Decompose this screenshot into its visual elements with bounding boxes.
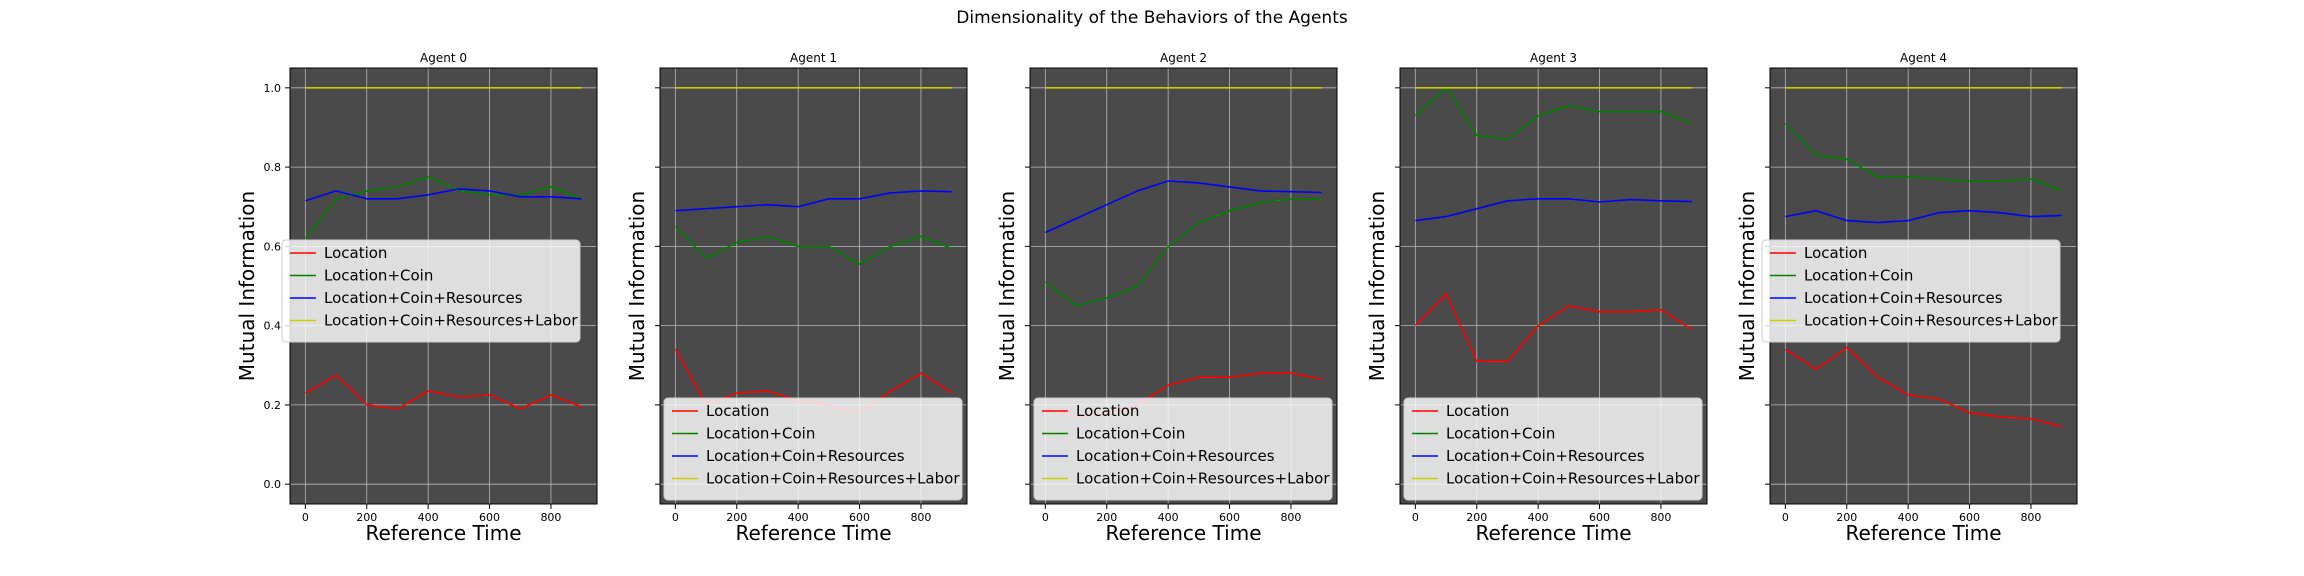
- legend-box: [281, 239, 581, 343]
- legend-label: Location: [706, 402, 769, 420]
- x-axis-label: Reference Time: [1845, 521, 2001, 545]
- axes-frame: [1399, 67, 1708, 505]
- y-axis-label: Mutual Information: [235, 191, 259, 381]
- legend-label: Location: [1804, 244, 1867, 262]
- legend-label: Location+Coin: [324, 267, 433, 285]
- series-line-2: [1415, 198, 1692, 222]
- y-tick-label: 0.6: [264, 240, 282, 253]
- series-line-0: [1784, 346, 2062, 428]
- legend-label: Location: [1076, 402, 1139, 420]
- y-tick-label: 1.0: [264, 82, 282, 95]
- series-line-0: [304, 374, 582, 410]
- panel-title: Agent 4: [1900, 51, 1947, 65]
- legend-box: [1761, 239, 2061, 343]
- figure-title: Dimensionality of the Behaviors of the A…: [956, 8, 1348, 28]
- x-tick-label: 800: [910, 511, 931, 524]
- series-line-1: [1044, 198, 1322, 307]
- legend: Location Location+Coin Location+Coin+Resou…: [663, 397, 963, 501]
- x-tick-label: 200: [356, 511, 377, 524]
- series-line-1: [674, 225, 952, 266]
- chart-panel-agent-3: 0 200 400 600 800 Agent 3 Reference Time Mutual…: [1365, 51, 1708, 545]
- x-tick-label: 800: [540, 511, 561, 524]
- legend-box: [1403, 397, 1703, 501]
- legend-box: [663, 397, 963, 501]
- x-tick-label: 800: [2020, 511, 2041, 524]
- x-axis-label: Reference Time: [735, 521, 891, 545]
- y-tick-label: 0.0: [264, 478, 282, 491]
- chart-panel-agent-0: 0 200 400 600 800 0.0 0.2 0.4 0.6 0.8 1.0 Agent 0 Re…: [235, 51, 598, 545]
- x-tick-label: 0: [672, 511, 679, 524]
- x-tick-label: 200: [726, 511, 747, 524]
- y-axis-label: Mutual Information: [995, 191, 1019, 381]
- legend-label: Location: [324, 244, 387, 262]
- x-tick-label: 600: [1959, 511, 1980, 524]
- x-tick-label: 0: [302, 511, 309, 524]
- legend: Location Location+Coin Location+Coin+Resou…: [281, 239, 581, 343]
- chart-panel-agent-1: 0 200 400 600 800 Agent 1 Reference Time Mutual…: [625, 51, 968, 545]
- legend-label: Location: [1446, 402, 1509, 420]
- x-tick-label: 200: [1466, 511, 1487, 524]
- legend-label: Location+Coin+Resources: [324, 289, 523, 307]
- panel-title: Agent 2: [1160, 51, 1207, 65]
- legend-box: [1033, 397, 1333, 501]
- series-line-2: [1044, 180, 1322, 234]
- x-tick-label: 0: [1782, 511, 1789, 524]
- legend-label: Location+Coin: [1076, 425, 1185, 443]
- x-tick-label: 600: [1589, 511, 1610, 524]
- legend-label: Location+Coin+Resources: [1446, 447, 1645, 465]
- x-tick-label: 600: [479, 511, 500, 524]
- legend-label: Location+Coin+Resources+Labor: [1446, 470, 1700, 488]
- axes-frame: [1029, 67, 1338, 505]
- panel-title: Agent 3: [1530, 51, 1577, 65]
- x-tick-label: 400: [788, 511, 809, 524]
- series-line-2: [305, 188, 582, 202]
- y-axis-label: Mutual Information: [1735, 191, 1759, 381]
- x-tick-label: 400: [1158, 511, 1179, 524]
- x-tick-label: 600: [1219, 511, 1240, 524]
- legend-label: Location+Coin+Resources: [1804, 289, 2003, 307]
- legend-label: Location+Coin+Resources: [706, 447, 905, 465]
- x-tick-label: 0: [1412, 511, 1419, 524]
- x-tick-label: 400: [418, 511, 439, 524]
- legend: Location Location+Coin Location+Coin+Resou…: [1033, 397, 1333, 501]
- y-tick-label: 0.2: [264, 399, 282, 412]
- legend-label: Location+Coin: [706, 425, 815, 443]
- x-axis-label: Reference Time: [1105, 521, 1261, 545]
- legend-label: Location+Coin+Resources+Labor: [324, 312, 578, 330]
- x-tick-label: 800: [1280, 511, 1301, 524]
- legend: Location Location+Coin Location+Coin+Resou…: [1761, 239, 2061, 343]
- series-line-2: [675, 190, 952, 212]
- x-tick-label: 200: [1836, 511, 1857, 524]
- series-line-1: [1784, 122, 2062, 192]
- series-line-2: [1785, 209, 2062, 224]
- x-axis-label: Reference Time: [365, 521, 521, 545]
- legend: Location Location+Coin Location+Coin+Resou…: [1403, 397, 1703, 501]
- x-tick-label: 400: [1528, 511, 1549, 524]
- x-axis-label: Reference Time: [1475, 521, 1631, 545]
- y-axis-label: Mutual Information: [625, 191, 649, 381]
- axes-frame: [659, 67, 968, 505]
- y-tick-label: 0.4: [264, 320, 282, 333]
- series-line-0: [1414, 292, 1693, 363]
- legend-label: Location+Coin: [1446, 425, 1555, 443]
- series-line-1: [1414, 86, 1692, 141]
- panel-title: Agent 1: [790, 51, 837, 65]
- x-tick-label: 800: [1650, 511, 1671, 524]
- legend-label: Location+Coin+Resources: [1076, 447, 1275, 465]
- legend-label: Location+Coin+Resources+Labor: [1076, 470, 1330, 488]
- x-tick-label: 200: [1096, 511, 1117, 524]
- panel-title: Agent 0: [420, 51, 467, 65]
- y-tick-label: 0.8: [264, 161, 282, 174]
- legend-label: Location+Coin+Resources+Labor: [706, 470, 960, 488]
- chart-panel-agent-2: 0 200 400 600 800 Agent 2 Reference Time Mutual…: [995, 51, 1338, 545]
- legend-label: Location+Coin: [1804, 267, 1913, 285]
- x-tick-label: 600: [849, 511, 870, 524]
- legend-label: Location+Coin+Resources+Labor: [1804, 312, 2058, 330]
- x-tick-label: 0: [1042, 511, 1049, 524]
- x-tick-label: 400: [1898, 511, 1919, 524]
- y-axis-label: Mutual Information: [1365, 191, 1389, 381]
- chart-panel-agent-4: 0 200 400 600 800 Agent 4 Reference Time Mutual…: [1735, 51, 2078, 545]
